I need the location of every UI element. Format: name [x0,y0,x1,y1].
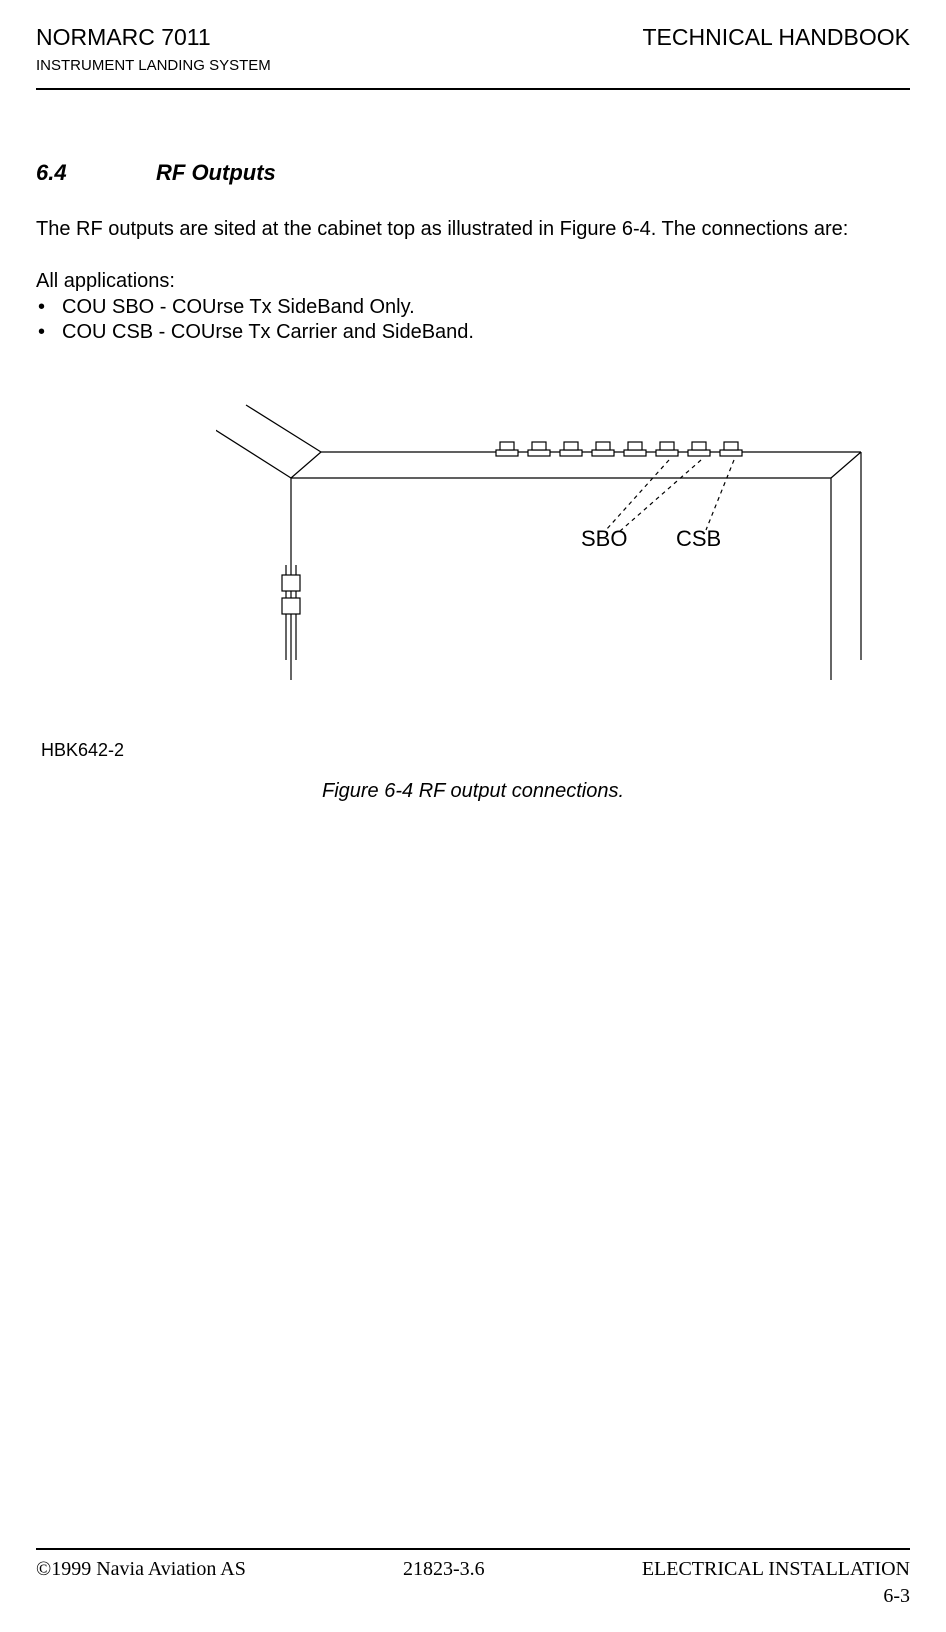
figure-container: SBO CSB HBK642-2 [36,400,910,760]
footer-section: ELECTRICAL INSTALLATION [642,1558,910,1581]
label-csb: CSB [676,526,721,551]
doc-title-right: TECHNICAL HANDBOOK [642,24,910,51]
content-area: 6.4 RF Outputs The RF outputs are sited … [0,90,946,803]
section-heading: 6.4 RF Outputs [36,160,910,186]
intro-paragraph: The RF outputs are sited at the cabinet … [36,216,910,242]
doc-title-left: NORMARC 7011 [36,24,211,51]
figure-caption: Figure 6-4 RF output connections. [36,780,910,803]
bullet-item: COU CSB - COUrse Tx Carrier and SideBand… [36,320,910,345]
footer-copyright: ©1999 Navia Aviation AS [36,1558,246,1581]
bullet-item: COU SBO - COUrse Tx SideBand Only. [36,295,910,320]
footer-rule [36,1548,910,1550]
section-number: 6.4 [36,160,156,186]
footer-page-number: 6-3 [36,1585,910,1608]
label-sbo: SBO [581,526,627,551]
footer-row: ©1999 Navia Aviation AS 21823-3.6 ELECTR… [36,1558,910,1581]
doc-subtitle: INSTRUMENT LANDING SYSTEM [36,57,910,74]
header-top-row: NORMARC 7011 TECHNICAL HANDBOOK [36,24,910,51]
bullet-list: COU SBO - COUrse Tx SideBand Only. COU C… [36,295,910,345]
footer-docnum: 21823-3.6 [403,1558,485,1581]
section-title: RF Outputs [156,160,276,186]
list-intro: All applications: [36,270,910,293]
figure-reference-code: HBK642-2 [41,740,124,761]
rf-output-diagram: SBO CSB [216,400,886,700]
page-header: NORMARC 7011 TECHNICAL HANDBOOK INSTRUME… [0,0,946,82]
page-footer: ©1999 Navia Aviation AS 21823-3.6 ELECTR… [0,1548,946,1608]
